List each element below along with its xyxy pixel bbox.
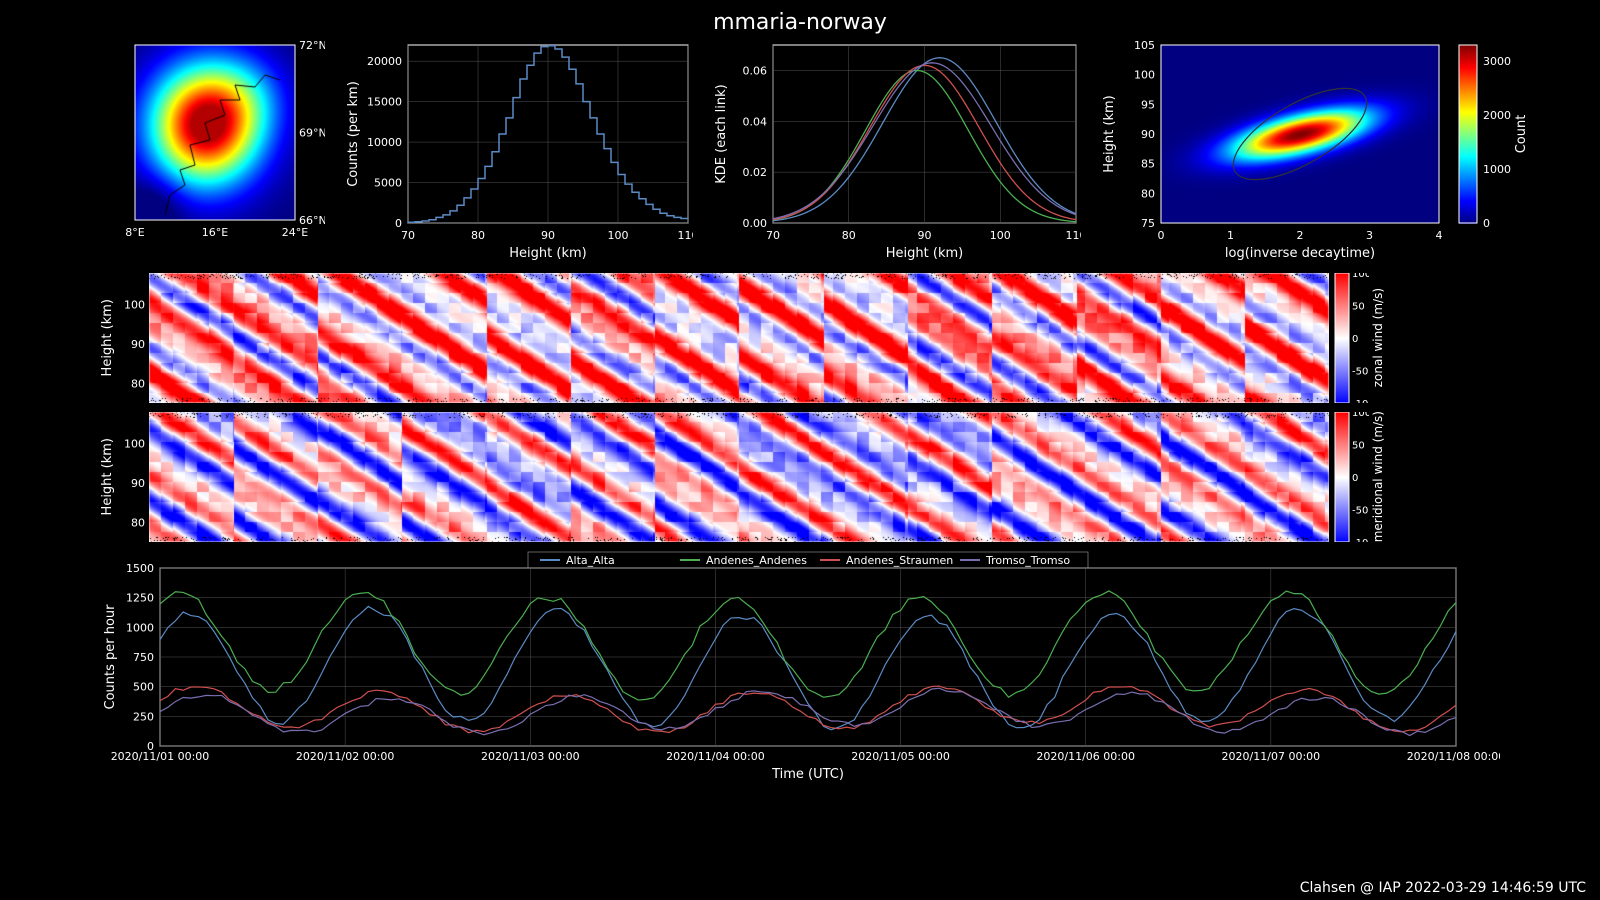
zonal-wind-heatmap: [149, 273, 1329, 403]
svg-text:3000: 3000: [1483, 55, 1511, 68]
svg-text:24°E: 24°E: [282, 226, 308, 239]
svg-text:Andenes_Andenes: Andenes_Andenes: [706, 554, 807, 567]
svg-text:90: 90: [1141, 128, 1155, 141]
svg-text:90: 90: [918, 229, 932, 242]
kde-panel: 0.00 0.02 0.04 0.06 70 80 90 100 110 Height (km) K…: [711, 41, 1081, 261]
svg-text:90: 90: [131, 338, 145, 351]
svg-text:2020/11/02 00:00: 2020/11/02 00:00: [296, 750, 395, 763]
merid-ylabel: Height (km): [100, 438, 115, 515]
svg-text:105: 105: [1134, 41, 1155, 52]
histogram-panel: 05000100001500020000708090100110Height (…: [343, 41, 693, 261]
svg-text:80: 80: [471, 229, 485, 242]
svg-text:-50: -50: [1352, 505, 1368, 516]
svg-text:2020/11/07 00:00: 2020/11/07 00:00: [1222, 750, 1321, 763]
svg-text:16°E: 16°E: [202, 226, 228, 239]
svg-text:0: 0: [1352, 334, 1358, 345]
svg-text:8°E: 8°E: [125, 226, 144, 239]
svg-text:1250: 1250: [126, 592, 154, 605]
svg-text:500: 500: [133, 681, 154, 694]
svg-text:-100: -100: [1352, 399, 1369, 403]
svg-text:2020/11/06 00:00: 2020/11/06 00:00: [1036, 750, 1135, 763]
svg-text:2000: 2000: [1483, 109, 1511, 122]
svg-text:0.06: 0.06: [743, 64, 768, 77]
svg-text:3: 3: [1366, 229, 1373, 242]
svg-text:Height (km): Height (km): [1102, 95, 1117, 172]
svg-text:KDE (each link): KDE (each link): [714, 84, 729, 184]
svg-text:100: 100: [608, 229, 629, 242]
svg-text:10000: 10000: [367, 136, 402, 149]
svg-text:80: 80: [131, 377, 145, 390]
svg-text:90: 90: [131, 477, 145, 490]
svg-text:-100: -100: [1352, 538, 1369, 542]
svg-text:Height (km): Height (km): [509, 246, 586, 261]
svg-text:Alta_Alta: Alta_Alta: [566, 554, 615, 567]
svg-text:110: 110: [1066, 229, 1082, 242]
svg-text:0: 0: [1158, 229, 1165, 242]
svg-text:0.04: 0.04: [743, 115, 768, 128]
svg-text:Andenes_Straumen: Andenes_Straumen: [846, 554, 953, 567]
zonal-cbar-label: zonal wind (m/s): [1371, 288, 1385, 387]
svg-text:100: 100: [124, 299, 145, 312]
svg-text:80: 80: [131, 516, 145, 529]
svg-text:2020/11/04 00:00: 2020/11/04 00:00: [666, 750, 765, 763]
zonal-wind-row: Height (km) 80 90 100 -100 -50 0 50 100 zonal …: [100, 273, 1508, 403]
svg-text:72°N: 72°N: [299, 41, 325, 52]
svg-text:0: 0: [1483, 217, 1490, 230]
svg-text:1000: 1000: [126, 622, 154, 635]
map-panel: 66°N69°N72°N8°E16°E24°E: [100, 41, 325, 261]
svg-text:log(inverse decaytime): log(inverse decaytime): [1225, 246, 1375, 261]
svg-text:4: 4: [1436, 229, 1443, 242]
svg-text:70: 70: [401, 229, 415, 242]
svg-text:250: 250: [133, 711, 154, 724]
svg-text:1: 1: [1227, 229, 1234, 242]
zonal-ylabel: Height (km): [100, 299, 115, 376]
svg-text:2020/11/01 00:00: 2020/11/01 00:00: [111, 750, 210, 763]
svg-text:750: 750: [133, 651, 154, 664]
svg-text:-50: -50: [1352, 367, 1368, 378]
svg-text:70: 70: [766, 229, 780, 242]
svg-text:2020/11/03 00:00: 2020/11/03 00:00: [481, 750, 580, 763]
svg-text:Height (km): Height (km): [886, 246, 963, 261]
footer-text: Clahsen @ IAP 2022-03-29 14:46:59 UTC: [1300, 880, 1586, 896]
svg-text:Tromso_Tromso: Tromso_Tromso: [985, 554, 1070, 567]
svg-text:100: 100: [1352, 273, 1369, 280]
svg-text:110: 110: [678, 229, 694, 242]
svg-text:0: 0: [1352, 473, 1358, 484]
svg-text:1500: 1500: [126, 562, 154, 575]
svg-text:20000: 20000: [367, 55, 402, 68]
meridional-wind-row: Height (km) 80 90 100 -100 -50 0 50 100 meridi…: [100, 411, 1508, 542]
svg-text:0.02: 0.02: [743, 166, 768, 179]
svg-text:Count: Count: [1514, 115, 1529, 154]
svg-text:5000: 5000: [374, 177, 402, 190]
svg-text:1000: 1000: [1483, 163, 1511, 176]
svg-text:2: 2: [1297, 229, 1304, 242]
svg-text:15000: 15000: [367, 96, 402, 109]
merid-cbar-label: meridional wind (m/s): [1371, 411, 1385, 542]
svg-text:100: 100: [1134, 69, 1155, 82]
counts-panel: Alta_Alta Andenes_Andenes Andenes_Straumen…: [0, 550, 1600, 788]
svg-text:100: 100: [990, 229, 1011, 242]
svg-text:Time (UTC): Time (UTC): [771, 767, 844, 782]
svg-text:69°N: 69°N: [299, 127, 325, 140]
svg-text:0.00: 0.00: [743, 217, 768, 230]
svg-text:2020/11/08 00:00: 2020/11/08 00:00: [1407, 750, 1500, 763]
svg-text:100: 100: [124, 437, 145, 450]
svg-text:50: 50: [1352, 302, 1365, 313]
meridional-wind-heatmap: [149, 412, 1329, 542]
svg-text:90: 90: [541, 229, 555, 242]
top-row: 66°N69°N72°N8°E16°E24°E 0500010000150002…: [0, 41, 1600, 261]
svg-text:80: 80: [1141, 187, 1155, 200]
svg-text:50: 50: [1352, 440, 1365, 451]
svg-text:Counts per hour: Counts per hour: [103, 604, 118, 710]
svg-text:75: 75: [1141, 217, 1155, 230]
svg-text:85: 85: [1141, 158, 1155, 171]
svg-text:80: 80: [842, 229, 856, 242]
svg-text:100: 100: [1352, 412, 1369, 419]
svg-text:2020/11/05 00:00: 2020/11/05 00:00: [851, 750, 950, 763]
svg-text:Counts (per km): Counts (per km): [346, 81, 361, 187]
density-panel: 75 80 85 90 95 100 105 0 1 2 3 4 log(inverse decayti…: [1099, 41, 1539, 261]
page-title: mmaria-norway: [0, 0, 1600, 41]
svg-text:95: 95: [1141, 98, 1155, 111]
mid-section: Height (km) 80 90 100 -100 -50 0 50 100 zonal …: [0, 261, 1600, 542]
